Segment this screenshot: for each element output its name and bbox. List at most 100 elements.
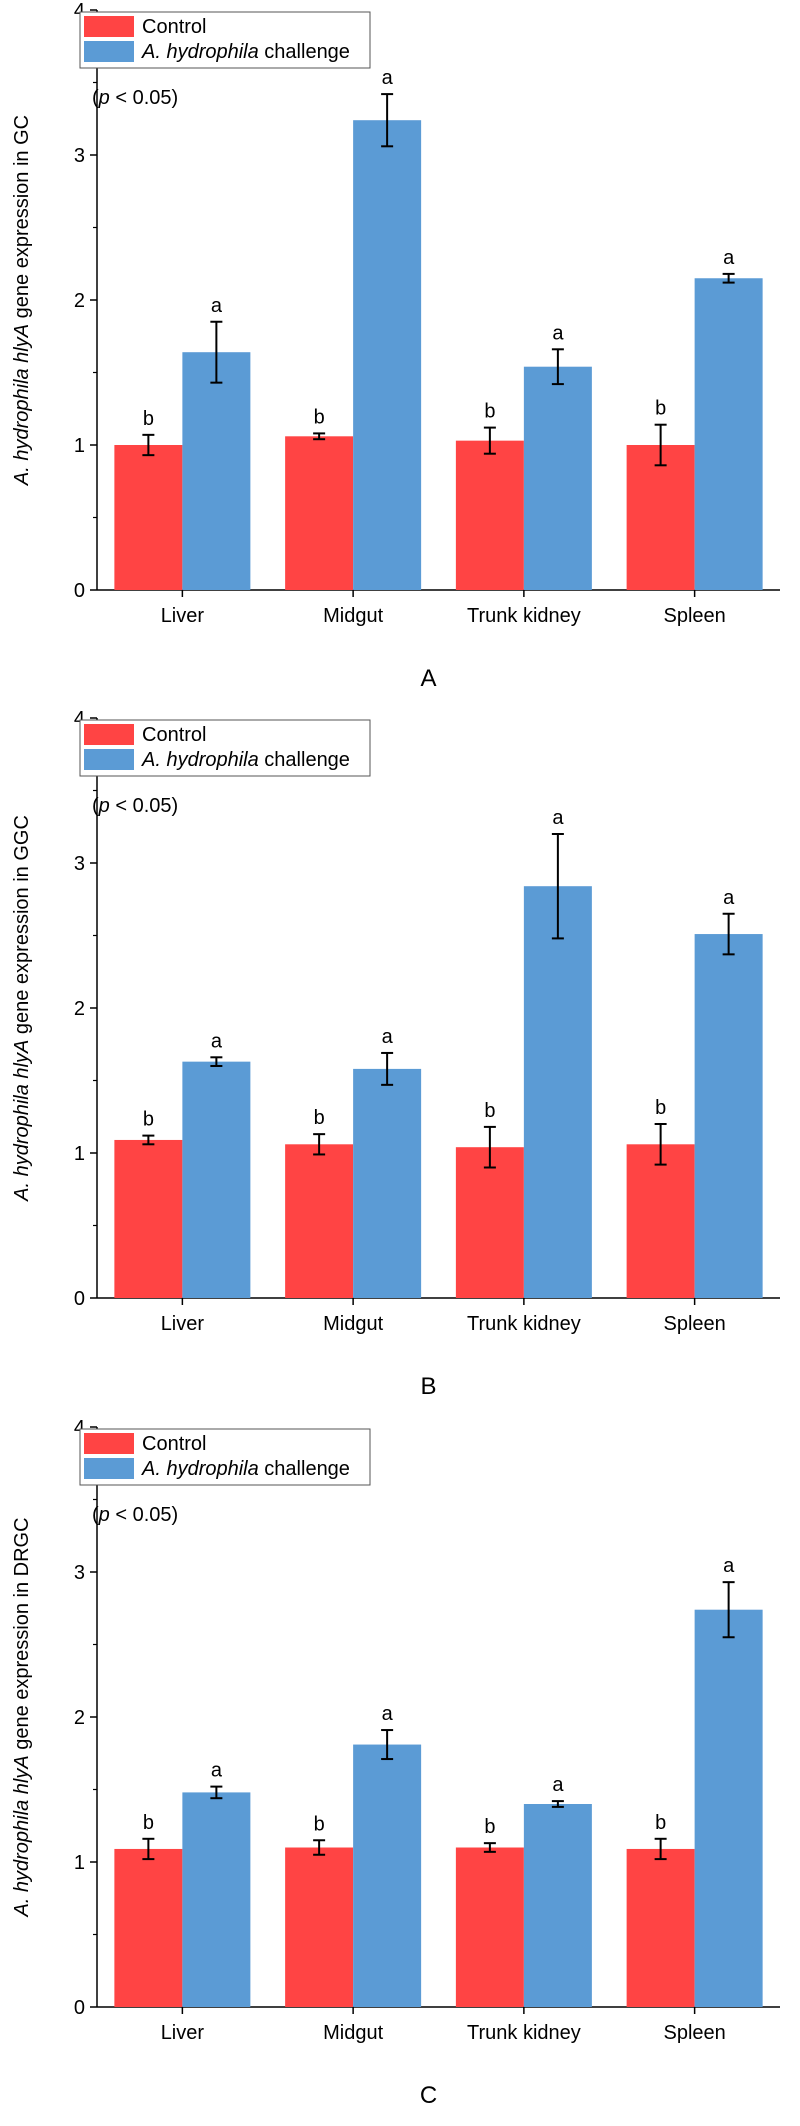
bar-challenge [694, 278, 763, 590]
significance-letter: a [552, 807, 564, 829]
annotation-open: ( [92, 795, 99, 817]
bar-control [626, 1848, 695, 2007]
legend-swatch-challenge [84, 749, 134, 770]
significance-letter: a [211, 295, 223, 317]
significance-letter: a [382, 67, 394, 89]
legend-label: Control [142, 16, 206, 38]
y-tick-label: 1 [74, 1143, 85, 1165]
significance-letter: b [143, 1109, 154, 1131]
annotation-p: p [98, 87, 110, 109]
y-tick-label: 3 [74, 853, 85, 875]
bar-challenge [353, 1744, 422, 2007]
y-axis-label: A. hydrophila hlyA gene expression in GC [11, 115, 33, 486]
y-label-suffix: gene expression in DRGC [11, 1517, 33, 1755]
legend-label: A. hydrophila challenge [141, 1458, 350, 1480]
y-tick-label: 3 [74, 145, 85, 167]
significance-letter: a [382, 1026, 394, 1048]
y-tick-label: 2 [74, 290, 85, 312]
bar-control [114, 1139, 183, 1298]
y-tick-label: 4 [74, 1417, 85, 1439]
legend-label: A. hydrophila challenge [141, 749, 350, 771]
x-tick-label: Midgut [323, 1313, 383, 1335]
bar-chart-drgc: 0 1 2 3 4 A. hydrophila hlyA gene expression … [11, 1417, 780, 2109]
legend: Control A. hydrophila challenge [79, 1428, 371, 1486]
panel-label: B [420, 1373, 436, 1400]
legend-name: Control [142, 724, 206, 746]
chart-panel-b: 0 1 2 3 4 A. hydrophila hlyA gene expression … [0, 708, 800, 1417]
significance-letter: b [484, 1100, 495, 1122]
bar-challenge [182, 1792, 251, 2007]
annotation-rest: < 0.05) [110, 87, 178, 109]
legend: Control A. hydrophila challenge [79, 719, 371, 777]
significance-letter: b [484, 401, 495, 423]
bar-control [455, 1147, 524, 1298]
x-tick-label: Trunk kidney [467, 2022, 581, 2044]
bar-control [285, 436, 354, 590]
annotation-p: p [98, 795, 110, 817]
y-tick-label: 0 [74, 1997, 85, 2019]
bar-control [626, 1144, 695, 1298]
p-value-annotation: (p < 0.05) [92, 1504, 178, 1526]
y-label-gene: hlyA [11, 1040, 33, 1079]
bar-chart-ggc: 0 1 2 3 4 A. hydrophila hlyA gene expression … [11, 708, 780, 1400]
y-axis-label: A. hydrophila hlyA gene expression in GG… [11, 815, 33, 1202]
legend-swatch-control [84, 724, 134, 745]
legend-name: Control [142, 16, 206, 38]
y-tick-label: 1 [74, 435, 85, 457]
significance-letter: b [314, 1107, 325, 1129]
significance-letter: a [211, 1030, 223, 1052]
y-tick-label: 4 [74, 708, 85, 730]
y-tick-label: 1 [74, 1852, 85, 1874]
bar-challenge [353, 1068, 422, 1298]
significance-letter: a [723, 247, 735, 269]
annotation-rest: < 0.05) [110, 795, 178, 817]
chart-panel-a: 0 1 2 3 4 A. hydrophila hlyA gene expression … [0, 0, 800, 708]
bar-challenge [523, 366, 592, 590]
legend-name: A. hydrophila [141, 1458, 259, 1480]
x-tick-label: Liver [161, 1313, 205, 1335]
legend-suffix: challenge [259, 1458, 350, 1480]
bar-challenge [523, 886, 592, 1298]
significance-letter: a [211, 1760, 223, 1782]
x-tick-label: Trunk kidney [467, 1313, 581, 1335]
significance-letter: b [143, 1812, 154, 1834]
bar-challenge [523, 1804, 592, 2007]
bar-control [285, 1847, 354, 2007]
y-label-gene: hlyA [11, 1755, 33, 1794]
x-tick-label: Spleen [663, 1313, 725, 1335]
legend-label: Control [142, 1433, 206, 1455]
bar-chart-gc: 0 1 2 3 4 A. hydrophila hlyA gene expression … [11, 0, 780, 692]
x-tick-label: Liver [161, 605, 205, 627]
x-tick-label: Liver [161, 2022, 205, 2044]
y-label-suffix: gene expression in GGC [11, 815, 33, 1040]
bar-challenge [694, 934, 763, 1298]
bar-challenge [182, 1061, 251, 1298]
chart-panel-c: 0 1 2 3 4 A. hydrophila hlyA gene expression … [0, 1417, 800, 2126]
y-tick-label: 2 [74, 998, 85, 1020]
legend-label: A. hydrophila challenge [141, 41, 350, 63]
y-label-genus: A. hydrophila [11, 363, 33, 486]
legend-swatch-control [84, 1433, 134, 1454]
y-tick-label: 2 [74, 1707, 85, 1729]
significance-letter: a [723, 1555, 735, 1577]
p-value-annotation: (p < 0.05) [92, 87, 178, 109]
significance-letter: a [552, 322, 564, 344]
annotation-open: ( [92, 87, 99, 109]
y-tick-label: 0 [74, 1288, 85, 1310]
x-tick-label: Spleen [663, 2022, 725, 2044]
bar-control [285, 1144, 354, 1298]
x-tick-label: Trunk kidney [467, 605, 581, 627]
x-tick-label: Midgut [323, 605, 383, 627]
y-label-genus: A. hydrophila [11, 1794, 33, 1917]
bar-control [455, 1847, 524, 2007]
p-value-annotation: (p < 0.05) [92, 795, 178, 817]
legend-swatch-challenge [84, 41, 134, 62]
significance-letter: b [314, 1813, 325, 1835]
bar-challenge [353, 120, 422, 590]
y-axis-label: A. hydrophila hlyA gene expression in DR… [11, 1517, 33, 1917]
significance-letter: b [143, 408, 154, 430]
legend-swatch-challenge [84, 1458, 134, 1479]
legend-name: A. hydrophila [141, 41, 259, 63]
bar-control [114, 1848, 183, 2007]
legend: Control A. hydrophila challenge [79, 11, 371, 69]
